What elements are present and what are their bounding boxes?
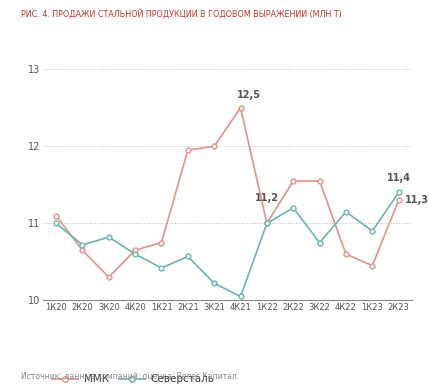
Text: 11,3: 11,3 xyxy=(405,195,429,205)
Text: РИС. 4. ПРОДАЖИ СТАЛЬНОЙ ПРОДУКЦИИ В ГОДОВОМ ВЫРАЖЕНИИ (МЛН Т): РИС. 4. ПРОДАЖИ СТАЛЬНОЙ ПРОДУКЦИИ В ГОД… xyxy=(21,9,342,19)
Text: Источник: данные компаний; оценка: Велес Капитал.: Источник: данные компаний; оценка: Велес… xyxy=(21,372,239,381)
Text: 11,4: 11,4 xyxy=(387,173,411,183)
Text: 12,5: 12,5 xyxy=(236,90,260,100)
Legend: ММК, Северсталь: ММК, Северсталь xyxy=(48,370,218,385)
Text: 11,2: 11,2 xyxy=(255,192,279,203)
